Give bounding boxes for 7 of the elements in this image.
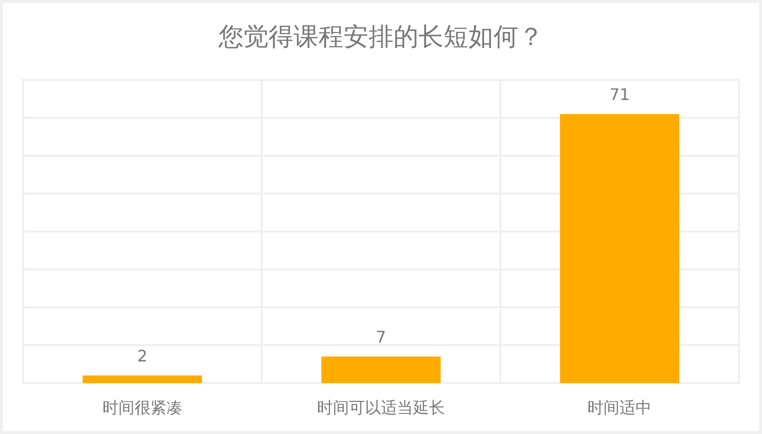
x-tick-label: 时间可以适当延长 [317, 398, 445, 417]
data-label: 7 [376, 327, 386, 346]
x-tick-label: 时间适中 [588, 398, 652, 417]
data-label: 2 [137, 346, 148, 366]
x-tick-label: 时间很紧凑 [102, 398, 182, 417]
chart-title: 您觉得课程安排的长短如何？ [218, 22, 544, 51]
data-label: 71 [609, 85, 630, 104]
